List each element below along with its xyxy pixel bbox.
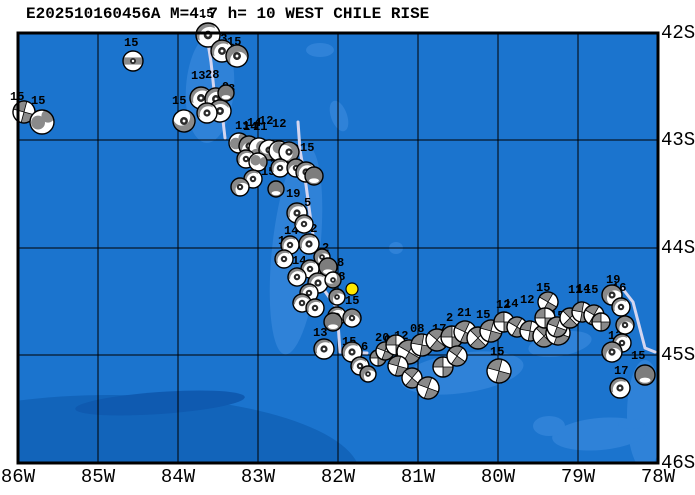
beachball-dark[interactable] — [304, 166, 324, 186]
depth-label: 12 — [272, 117, 286, 131]
beachball-eye[interactable] — [610, 295, 631, 317]
beachball-ss[interactable] — [484, 356, 513, 385]
beachball-eye2[interactable] — [613, 313, 637, 337]
lon-tick-label: 82W — [320, 466, 356, 488]
depth-label: 11 — [568, 283, 582, 297]
beachball-ss[interactable] — [556, 304, 584, 332]
depth-label: 19 — [286, 187, 300, 201]
lon-tick-label: 86W — [0, 466, 36, 488]
depth-label: 12 — [520, 293, 534, 307]
lat-tick-label: 45S — [661, 344, 695, 366]
bathymetry-patch — [618, 419, 644, 429]
depth-label: 15 — [199, 7, 213, 21]
beachball-dark[interactable] — [267, 180, 285, 198]
beachball-eye[interactable] — [273, 247, 294, 269]
depth-label: 12 — [259, 114, 273, 128]
depth-label: 2 — [446, 311, 453, 325]
bathymetry-patch — [329, 100, 349, 132]
depth-label: 15 — [345, 294, 359, 308]
lon-tick-label: 84W — [160, 466, 196, 488]
beachball-eye2[interactable] — [599, 340, 624, 366]
beachball-ss[interactable] — [398, 364, 426, 392]
depth-label: 14 — [504, 297, 518, 311]
beachball-eye2[interactable] — [339, 306, 365, 332]
bathymetry-patch — [533, 416, 565, 436]
depth-label: 15 — [631, 349, 645, 363]
lat-tick-label: 44S — [661, 237, 695, 259]
beachball-band[interactable] — [122, 50, 144, 72]
beachball-dark[interactable] — [634, 364, 656, 386]
beachball-ss[interactable] — [591, 312, 611, 332]
beachball-eye2[interactable] — [171, 107, 197, 134]
depth-label: 15 — [476, 308, 490, 322]
beachball-ss[interactable] — [443, 342, 471, 370]
depth-label: 19 — [606, 273, 620, 287]
depth-label: 15 — [31, 94, 45, 108]
map-title: E202510160456A M=4.7 h= 10 WEST CHILE RI… — [26, 5, 430, 23]
lon-tick-label: 79W — [560, 466, 596, 488]
depth-label: 11 — [235, 119, 249, 133]
depth-label: 14 — [576, 282, 590, 296]
beachball-ss[interactable] — [432, 356, 454, 378]
depth-label: 14 — [247, 116, 261, 130]
lat-tick-label: 43S — [661, 129, 695, 151]
beachball-eye2[interactable] — [223, 42, 252, 71]
beachball-dark[interactable] — [217, 84, 235, 102]
lon-tick-label: 80W — [480, 466, 516, 488]
lat-tick-label: 42S — [661, 22, 695, 44]
beachball-eye2[interactable] — [324, 271, 342, 289]
depth-label: 6 — [361, 340, 368, 354]
depth-label: 15 — [300, 141, 314, 155]
depth-label: 2 — [322, 241, 329, 255]
depth-label: 14 — [243, 120, 257, 134]
beachball-eye[interactable] — [290, 209, 316, 236]
beachball-ss[interactable] — [414, 374, 442, 402]
depth-label: 8 — [337, 256, 344, 270]
ridge-line — [620, 286, 657, 354]
beachball-eye2[interactable] — [359, 365, 377, 383]
highlight-event-marker[interactable] — [345, 282, 359, 296]
depth-label: 15 — [172, 94, 186, 108]
beachball-dark[interactable] — [323, 312, 343, 332]
depth-label: 5 — [304, 196, 311, 210]
bathymetry-patch — [306, 43, 334, 57]
depth-label: 14 — [284, 224, 298, 238]
depth-label: 21 — [457, 306, 471, 320]
beachball-th[interactable] — [29, 109, 55, 135]
lon-tick-label: 83W — [240, 466, 276, 488]
depth-label: 15 — [490, 345, 504, 359]
depth-label: 15 — [124, 36, 138, 50]
depth-label: 11 — [253, 120, 267, 134]
lon-tick-label: 81W — [400, 466, 436, 488]
depth-label: 17 — [614, 364, 628, 378]
bathymetry-patch — [75, 390, 245, 416]
beachball-eye2[interactable] — [230, 177, 250, 197]
depth-label: 13 — [313, 326, 327, 340]
map-frame — [16, 31, 660, 465]
depth-label: 12 — [496, 298, 510, 312]
beachball-eye[interactable] — [304, 296, 325, 318]
beachball-eye[interactable] — [297, 231, 320, 255]
beachball-th[interactable] — [245, 149, 271, 175]
beachball-ss[interactable] — [462, 322, 493, 353]
lon-tick-label: 78W — [640, 466, 676, 488]
depth-label: 15 — [584, 283, 598, 297]
depth-label: 08 — [410, 322, 424, 336]
depth-label: 13 — [191, 69, 205, 83]
beachball-eye[interactable] — [284, 263, 309, 289]
lat-tick-label: 46S — [661, 452, 695, 474]
lon-tick-label: 85W — [80, 466, 116, 488]
beachball-eye2[interactable] — [328, 288, 346, 306]
depth-label: 28 — [205, 68, 219, 82]
